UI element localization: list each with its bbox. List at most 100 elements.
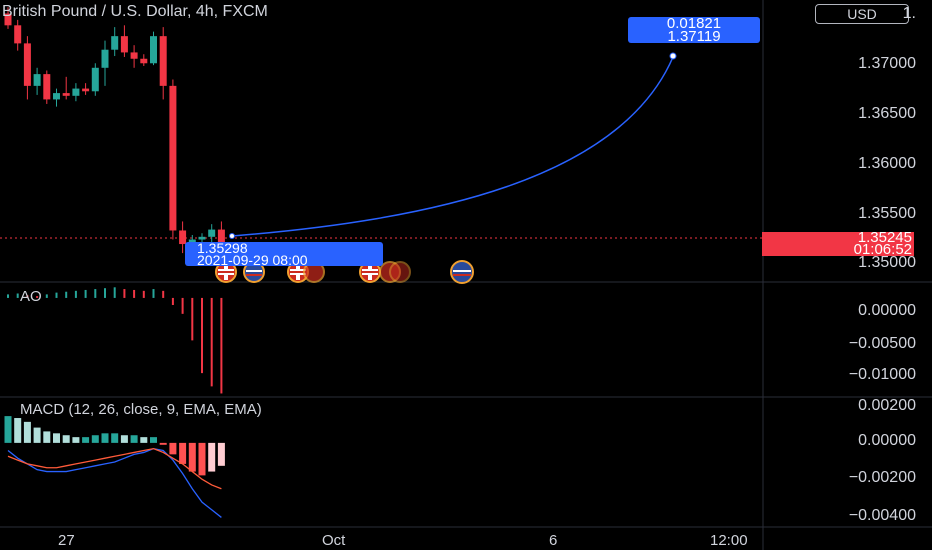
candle-body — [62, 93, 70, 96]
candle-body — [53, 93, 60, 100]
symbol-title[interactable]: British Pound / U.S. Dollar, 4h, FXCM — [2, 3, 268, 20]
macd-histogram-bar — [72, 437, 80, 443]
macd-axis-label: 0.00000 — [858, 432, 916, 449]
macd-histogram-bar — [217, 442, 225, 466]
ao-bar — [191, 297, 194, 341]
ao-bar — [36, 296, 39, 298]
target-change: 0.01821 — [666, 15, 722, 32]
ao-axis-label: 0.00000 — [858, 302, 916, 319]
ao-bar — [45, 294, 48, 298]
time-axis-label: 27 — [58, 532, 75, 549]
uk-flag-icon[interactable] — [215, 261, 237, 283]
ao-bar — [171, 297, 174, 305]
currency-button[interactable]: USD — [815, 4, 909, 24]
candle-body — [14, 25, 22, 44]
candle-body — [43, 74, 51, 100]
time-axis-label: Oct — [322, 532, 346, 549]
macd-histogram-bar — [91, 435, 99, 443]
ao-bar — [133, 289, 136, 298]
macd-histogram-bar — [43, 431, 51, 443]
macd-histogram-bar — [130, 435, 138, 443]
ao-bar — [123, 289, 126, 298]
candle-body — [179, 230, 187, 245]
ao-bar — [55, 292, 58, 298]
ao-bar — [201, 297, 203, 374]
projection-curve[interactable] — [231, 56, 674, 237]
projection-start-label[interactable]: 1.35298 2021-09-29 08:00 — [185, 240, 383, 268]
ao-bar — [65, 291, 68, 298]
ao-bar — [16, 293, 19, 298]
macd-histogram-bar — [62, 435, 70, 443]
macd-axis-label: −0.00200 — [848, 469, 916, 486]
ao-bar — [162, 290, 165, 298]
start-price: 1.35298 — [197, 240, 248, 256]
macd-histogram-bar — [169, 442, 177, 455]
candle-body — [159, 36, 167, 86]
time-axis-label: 12:00 — [710, 532, 748, 549]
us-flag-icon[interactable] — [450, 260, 474, 284]
ao-bar — [181, 297, 184, 314]
ao-histogram-layer — [7, 287, 223, 394]
macd-pane-title[interactable]: MACD (12, 26, close, 9, EMA, EMA) — [20, 401, 262, 418]
time-axis-label: 6 — [549, 532, 558, 549]
projection-start-handle[interactable] — [229, 233, 235, 239]
macd-histogram-bar — [4, 416, 12, 443]
start-datetime: 2021-09-29 08:00 — [197, 252, 308, 268]
candle-body — [101, 49, 109, 68]
ao-axis-label: −0.01000 — [848, 366, 916, 383]
ao-bar — [104, 288, 106, 298]
candle-body — [198, 236, 206, 240]
bar-countdown: 01:06:52 — [853, 241, 912, 258]
candle-body — [208, 229, 216, 237]
candle-body — [33, 74, 41, 86]
macd-histogram-bar — [53, 433, 60, 443]
candle-body — [217, 229, 225, 249]
ao-axis-label: −0.00500 — [848, 335, 916, 352]
ao-bar — [152, 289, 155, 298]
projection-target-label[interactable]: 0.01821 1.37119 — [628, 15, 760, 45]
event-markers[interactable] — [215, 260, 474, 284]
macd-line — [7, 447, 222, 518]
ao-bar — [94, 289, 97, 298]
macd-histogram-bar — [150, 437, 157, 443]
ao-bar — [220, 297, 223, 394]
candle-body — [72, 88, 80, 96]
ao-bar — [74, 290, 77, 298]
macd-histogram-bar — [159, 442, 167, 445]
current-price: 1.35245 — [857, 229, 912, 246]
candle-body — [82, 88, 90, 92]
candle-body — [169, 85, 177, 231]
ao-bar — [26, 295, 29, 298]
macd-histogram-bar — [111, 433, 119, 443]
macd-histogram-bar — [101, 433, 109, 443]
macd-histogram-bar — [198, 442, 206, 476]
ao-bar — [113, 287, 116, 298]
candles-layer — [4, 7, 225, 255]
ao-bar — [84, 289, 87, 298]
macd-histogram-bar — [120, 435, 128, 443]
projection-end-handle[interactable] — [669, 52, 677, 60]
candle-body — [188, 239, 196, 245]
ao-pane-title[interactable]: AO — [20, 288, 42, 305]
price-axis-label: 1.35000 — [858, 254, 916, 271]
target-price: 1.37119 — [667, 28, 721, 45]
price-axis-label: 1.36000 — [858, 155, 916, 172]
candle-body — [4, 13, 12, 26]
current-price-badge: 1.35245 01:06:52 — [762, 229, 914, 258]
signal-line — [7, 447, 222, 490]
macd-histogram-bar — [188, 442, 196, 472]
macd-histogram-bar — [208, 442, 216, 472]
macd-histogram-bar — [33, 427, 41, 443]
candle-body — [120, 36, 128, 53]
macd-histogram-bar — [179, 442, 187, 464]
macd-histogram-bar — [82, 437, 90, 443]
ao-bar — [142, 290, 145, 298]
price-axis-label: 1.36500 — [858, 105, 916, 122]
price-axis-label: 1.35500 — [858, 205, 916, 222]
candle-body — [130, 52, 138, 59]
macd-histogram-bar — [23, 421, 31, 443]
candle-body — [23, 43, 31, 86]
price-axis-label: 1.37000 — [858, 55, 916, 72]
candle-body — [91, 67, 99, 92]
